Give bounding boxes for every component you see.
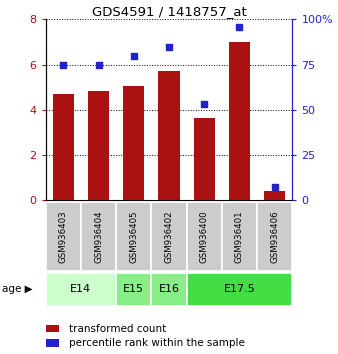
- Bar: [116, 202, 151, 271]
- Bar: [264, 192, 285, 200]
- Bar: [88, 91, 109, 200]
- Bar: [159, 71, 179, 200]
- Bar: [116, 273, 151, 306]
- Text: percentile rank within the sample: percentile rank within the sample: [69, 338, 245, 348]
- Bar: [187, 202, 222, 271]
- Bar: [151, 202, 187, 271]
- Text: transformed count: transformed count: [69, 324, 167, 333]
- Text: GSM936406: GSM936406: [270, 210, 279, 263]
- Point: [96, 62, 101, 67]
- Text: E17.5: E17.5: [224, 284, 256, 295]
- Point: [201, 102, 207, 107]
- Text: E14: E14: [70, 284, 92, 295]
- Bar: [229, 42, 250, 200]
- Bar: [53, 94, 74, 200]
- Bar: [151, 273, 187, 306]
- Text: GSM936403: GSM936403: [59, 210, 68, 263]
- Bar: [187, 273, 292, 306]
- Point: [237, 24, 242, 29]
- Title: GDS4591 / 1418757_at: GDS4591 / 1418757_at: [92, 5, 246, 18]
- Text: GSM936400: GSM936400: [200, 210, 209, 263]
- Bar: [123, 86, 144, 200]
- Bar: [46, 202, 81, 271]
- Bar: [257, 202, 292, 271]
- Bar: [222, 202, 257, 271]
- Text: GSM936404: GSM936404: [94, 210, 103, 263]
- Text: E15: E15: [123, 284, 144, 295]
- Point: [131, 53, 137, 58]
- Point: [61, 62, 66, 67]
- Text: E16: E16: [159, 284, 179, 295]
- Text: GSM936401: GSM936401: [235, 210, 244, 263]
- Text: GSM936402: GSM936402: [165, 210, 173, 263]
- Text: GSM936405: GSM936405: [129, 210, 138, 263]
- Point: [272, 184, 277, 190]
- Text: age ▶: age ▶: [2, 284, 32, 295]
- Bar: [46, 273, 116, 306]
- Bar: [81, 202, 116, 271]
- Bar: [194, 118, 215, 200]
- Point: [166, 44, 172, 49]
